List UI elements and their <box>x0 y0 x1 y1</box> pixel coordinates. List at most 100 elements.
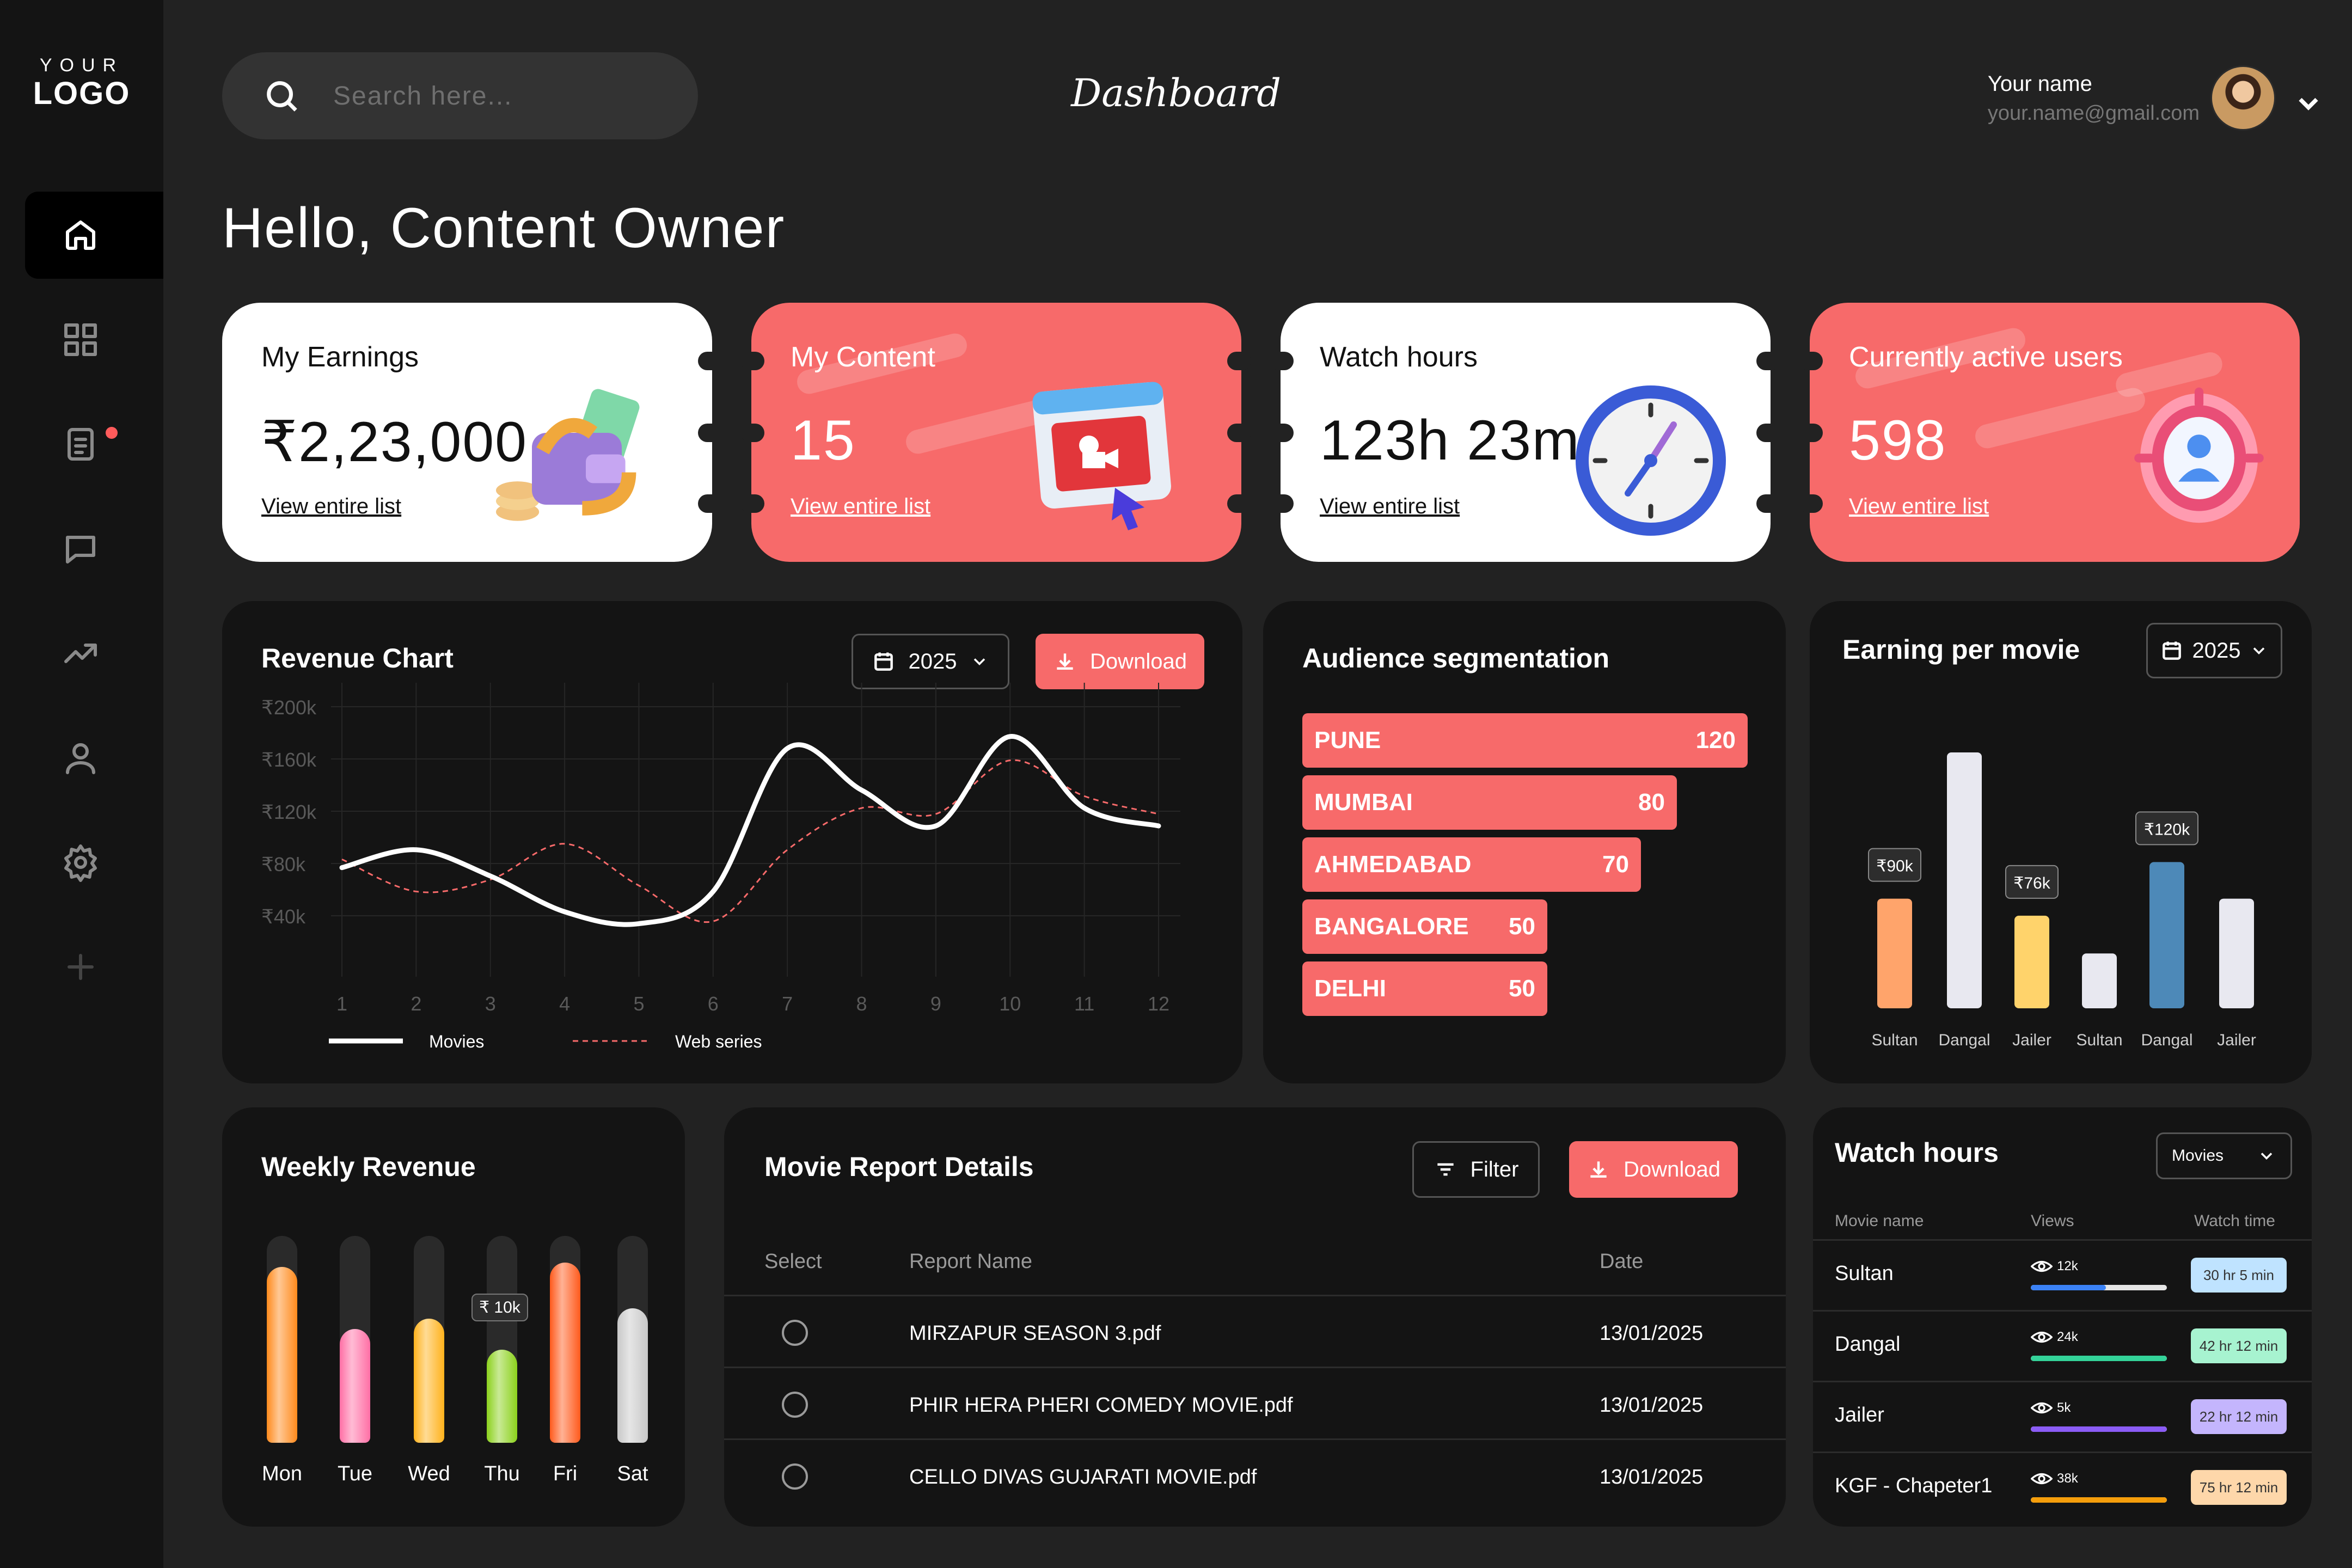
day-label: Mon <box>262 1462 302 1485</box>
stat-title: My Content <box>791 341 935 373</box>
user-profile[interactable]: Your name your.name@gmail.com <box>1988 65 2276 131</box>
category-label: Movies <box>2172 1147 2224 1165</box>
stat-card-watch-hours[interactable]: Watch hours 123h 23m View entire list <box>1281 303 1771 562</box>
search-input[interactable] <box>333 81 638 111</box>
card-notch <box>698 424 722 442</box>
column-header-report-name: Report Name <box>909 1250 1032 1273</box>
watch-hours-panel: Watch hours Movies Movie name Views Watc… <box>1813 1107 2312 1527</box>
nav-settings[interactable] <box>25 819 163 906</box>
legend-label-web-series: Web series <box>675 1032 762 1051</box>
card-notch <box>1227 424 1251 442</box>
day-label: Tue <box>337 1462 373 1485</box>
calendar-icon <box>2162 641 2181 660</box>
x-tick-label: 9 <box>930 993 941 1015</box>
row-select-radio[interactable] <box>782 1463 808 1490</box>
watch-time-badge: 42 hr 12 min <box>2191 1328 2287 1363</box>
weekly-bar[interactable] <box>487 1350 517 1443</box>
bar[interactable] <box>2014 915 2049 1008</box>
views-value: 24k <box>2057 1330 2078 1344</box>
weekly-bar[interactable] <box>414 1319 444 1443</box>
year-label: 2025 <box>2192 638 2241 663</box>
bar[interactable] <box>2219 898 2254 1008</box>
x-tick-label: Dangal <box>2141 1031 2192 1049</box>
view-list-link[interactable]: View entire list <box>791 494 931 518</box>
column-header-watch-time: Watch time <box>2194 1212 2275 1230</box>
views-progress-fill <box>2031 1497 2167 1503</box>
report-name[interactable]: MIRZAPUR SEASON 3.pdf <box>909 1322 1161 1345</box>
bar[interactable] <box>1947 752 1982 1008</box>
bar[interactable] <box>2082 953 2117 1008</box>
weekly-bar[interactable] <box>340 1329 370 1443</box>
stat-card-earnings[interactable]: My Earnings ₹2,23,000 View entire list <box>222 303 712 562</box>
filter-button[interactable]: Filter <box>1412 1141 1540 1198</box>
chevron-down-icon[interactable] <box>2292 87 2325 120</box>
row-select-radio[interactable] <box>782 1392 808 1418</box>
movie-name[interactable]: Sultan <box>1835 1262 1894 1285</box>
stat-card-active-users[interactable]: Currently active users 598 View entire l… <box>1810 303 2300 562</box>
bar[interactable] <box>2149 862 2184 1008</box>
column-header-views: Views <box>2031 1212 2074 1230</box>
greeting: Hello, Content Owner <box>222 197 786 260</box>
download-button[interactable]: Download <box>1569 1141 1738 1198</box>
nav-messages[interactable] <box>25 505 163 592</box>
report-date: 13/01/2025 <box>1600 1322 1704 1345</box>
nav-profile[interactable] <box>25 714 163 801</box>
movie-name[interactable]: Dangal <box>1835 1333 1901 1356</box>
row-select-radio[interactable] <box>782 1320 808 1346</box>
audience-bar[interactable]: PUNE 120 <box>1302 713 1748 768</box>
view-list-link[interactable]: View entire list <box>1849 494 1989 518</box>
nav-reports[interactable] <box>25 401 163 488</box>
x-tick-label: 10 <box>999 993 1021 1015</box>
report-date: 13/01/2025 <box>1600 1466 1704 1489</box>
nav-add[interactable] <box>25 923 163 1010</box>
audience-value: 50 <box>1509 913 1535 940</box>
audience-bar[interactable]: AHMEDABAD 70 <box>1302 837 1641 892</box>
weekly-bar[interactable] <box>267 1267 297 1443</box>
weekly-bar-track <box>414 1236 444 1443</box>
divider <box>1813 1310 2312 1312</box>
card-notch <box>1799 352 1823 370</box>
x-tick-label: 11 <box>1074 993 1094 1015</box>
audience-value: 50 <box>1509 975 1535 1002</box>
card-notch <box>1756 494 1780 513</box>
user-email: your.name@gmail.com <box>1987 102 2200 125</box>
x-tick-label: 1 <box>336 993 347 1015</box>
download-button[interactable]: Download <box>1036 634 1204 689</box>
audience-bar[interactable]: MUMBAI 80 <box>1302 775 1677 830</box>
avatar[interactable] <box>2210 65 2276 131</box>
report-name[interactable]: CELLO DIVAS GUJARATI MOVIE.pdf <box>909 1466 1257 1489</box>
view-list-link[interactable]: View entire list <box>1320 494 1460 518</box>
audience-value: 70 <box>1602 851 1629 878</box>
movie-name[interactable]: Jailer <box>1835 1404 1884 1426</box>
nav-home[interactable] <box>25 192 163 279</box>
search-bar[interactable] <box>222 52 698 139</box>
category-dropdown[interactable]: Movies <box>2156 1132 2292 1179</box>
chevron-down-icon <box>2253 647 2265 655</box>
x-tick-label: 7 <box>782 993 793 1015</box>
nav-analytics[interactable] <box>25 610 163 697</box>
sidebar: YOUR LOGO <box>0 0 163 1568</box>
card-notch <box>1799 424 1823 442</box>
audience-bar[interactable]: BANGALORE 50 <box>1302 899 1547 954</box>
movie-name[interactable]: KGF - Chapeter1 <box>1835 1474 1993 1497</box>
card-notch <box>1270 424 1294 442</box>
logo[interactable]: YOUR LOGO <box>0 54 163 111</box>
weekly-bar[interactable] <box>617 1308 648 1443</box>
watch-time-badge: 30 hr 5 min <box>2191 1258 2287 1293</box>
audience-bar[interactable]: DELHI 50 <box>1302 961 1547 1016</box>
weekly-bar[interactable] <box>550 1263 580 1443</box>
bar[interactable] <box>1877 898 1912 1008</box>
nav-dashboard[interactable] <box>25 296 163 383</box>
report-name[interactable]: PHIR HERA PHERI COMEDY MOVIE.pdf <box>909 1394 1293 1417</box>
clock-icon <box>1576 385 1726 536</box>
year-dropdown[interactable]: 2025 <box>2146 623 2282 678</box>
legend-label-movies: Movies <box>429 1032 484 1051</box>
year-dropdown[interactable]: 2025 <box>852 634 1009 689</box>
x-tick-label: Jailer <box>2012 1031 2051 1049</box>
stat-card-content[interactable]: My Content 15 View entire list <box>751 303 1241 562</box>
y-tick-label: ₹200k <box>261 696 317 719</box>
audience-value: 80 <box>1638 789 1665 816</box>
view-list-link[interactable]: View entire list <box>261 494 402 518</box>
weekly-title: Weekly Revenue <box>261 1152 476 1182</box>
day-label: Thu <box>484 1462 520 1485</box>
